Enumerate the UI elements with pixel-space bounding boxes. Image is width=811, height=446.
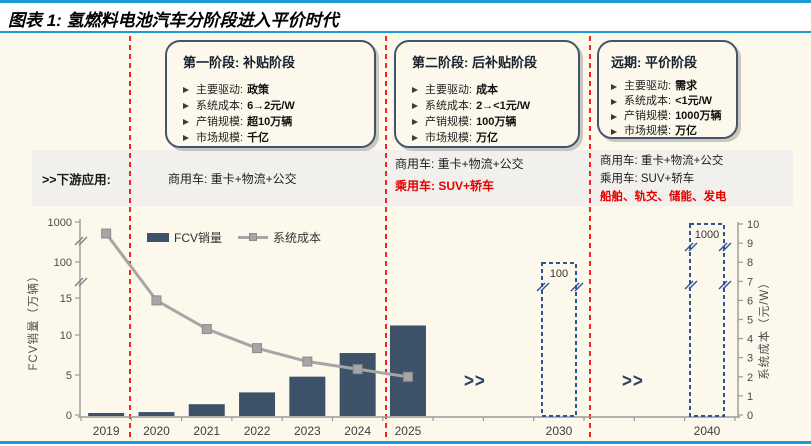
stage-divider-3 (589, 36, 591, 440)
bottom-rule (0, 441, 811, 444)
stage-divider-1 (129, 36, 131, 440)
legend-label: FCV销量 (174, 231, 223, 245)
app-line: 乘用车: SUV+轿车 (600, 173, 695, 185)
bullet-value: <1元/W (675, 95, 713, 107)
legend-item-fcv-sales: FCV销量 (147, 229, 222, 246)
bullet-value: 超10万辆 (247, 116, 293, 128)
line-swatch-icon (238, 233, 269, 241)
bullet-label: 系统成本: (196, 100, 244, 112)
bullet-value: 100万辆 (476, 116, 517, 128)
bullet-label: 产销规模: (196, 116, 244, 128)
bullet-label: 市场规模: (196, 132, 244, 144)
bullet-label: 产销规模: (425, 116, 473, 128)
bullet-value: 政策 (247, 84, 270, 96)
stage-title: 远期: 平价阶段 (611, 55, 697, 70)
stage-divider-2 (385, 36, 387, 440)
legend-label: 系统成本 (273, 231, 322, 245)
bullet-label: 产销规模: (624, 110, 672, 122)
legend-item-system-cost: 系统成本 (238, 229, 321, 246)
bullet-label: 市场规模: (624, 125, 672, 137)
arrow-right-icon (183, 87, 189, 93)
stage-bullet: 系统成本: 2→<1元/W (412, 98, 570, 114)
bullet-label: 市场规模: (425, 132, 473, 144)
bullet-value: 2→<1元/W (476, 100, 531, 112)
arrow-right-icon (611, 113, 617, 120)
bullet-value: 1000万辆 (675, 110, 722, 122)
stage-bullet: 产销规模: 1000万辆 (611, 109, 728, 124)
arrow-right-icon (412, 103, 418, 109)
top-rule (0, 0, 811, 3)
bullet-label: 系统成本: (425, 100, 473, 112)
downstream-col-stage3: 商用车: 重卡+物流+公交 乘用车: SUV+轿车 船舶、轨交、储能、发电 (600, 152, 727, 206)
downstream-label: >>下游应用: (42, 172, 111, 187)
bullet-value: 成本 (476, 84, 499, 96)
right-axis-title: 系统成本（元/W） (759, 276, 771, 380)
stage-box-3: 远期: 平价阶段 主要驱动: 需求 系统成本: <1元/W 产销规模: 1000万辆 … (597, 40, 738, 139)
stage-title: 第一阶段: 补贴阶段 (183, 55, 295, 70)
downstream-col-stage1: 商用车: 重卡+物流+公交 (168, 150, 297, 206)
stage-bullet: 产销规模: 100万辆 (412, 114, 570, 130)
stage-bullet: 主要驱动: 政策 (183, 82, 366, 98)
bullet-value: 6→2元/W (247, 100, 295, 112)
bullet-label: 系统成本: (624, 95, 672, 107)
bullet-label: 主要驱动: (624, 80, 672, 92)
bullet-value: 万亿 (675, 125, 698, 137)
page-title: 图表 1: 氢燃料电池汽车分阶段进入平价时代 (8, 11, 339, 30)
marker-swatch-icon (249, 233, 258, 241)
bullet-value: 万亿 (476, 132, 499, 144)
downstream-band (32, 150, 793, 206)
bullet-value: 需求 (675, 80, 698, 92)
app-line: 商用车: 重卡+物流+公交 (168, 171, 297, 186)
app-line: 商用车: 重卡+物流+公交 (600, 155, 724, 167)
stage-title: 第二阶段: 后补贴阶段 (412, 55, 537, 70)
arrow-right-icon (412, 119, 418, 125)
title-rule (0, 31, 811, 33)
arrow-right-icon (183, 119, 189, 125)
arrow-right-icon (611, 83, 617, 90)
bullet-label: 主要驱动: (196, 84, 244, 96)
stage-bullet: 市场规模: 万亿 (412, 130, 570, 146)
stage-bullet: 市场规模: 千亿 (183, 130, 366, 146)
stage-bullet: 系统成本: <1元/W (611, 94, 728, 109)
arrow-right-icon (412, 135, 418, 141)
downstream-col-stage2: 商用车: 重卡+物流+公交 乘用车: SUV+轿车 (395, 153, 524, 197)
stage-bullet: 主要驱动: 需求 (611, 79, 728, 94)
stage-bullet: 市场规模: 万亿 (611, 124, 728, 139)
app-line: 商用车: 重卡+物流+公交 (395, 157, 524, 171)
app-line-highlight: 乘用车: SUV+轿车 (395, 179, 495, 193)
chart-legend: FCV销量 系统成本 (147, 229, 321, 246)
fast-forward-icon: >> (622, 369, 644, 392)
arrow-right-icon (183, 103, 189, 109)
stage-box-2: 第二阶段: 后补贴阶段 主要驱动: 成本 系统成本: 2→<1元/W 产销规模: 10… (394, 40, 580, 148)
stage-bullet: 系统成本: 6→2元/W (183, 98, 366, 114)
arrow-right-icon (611, 128, 617, 135)
stage-box-1: 第一阶段: 补贴阶段 主要驱动: 政策 系统成本: 6→2元/W 产销规模: 超10万… (165, 40, 376, 148)
arrow-right-icon (412, 87, 418, 93)
bar-swatch-icon (147, 233, 169, 242)
app-line-highlight: 船舶、轨交、储能、发电 (600, 191, 727, 203)
fast-forward-icon: >> (464, 369, 486, 392)
arrow-right-icon (611, 98, 617, 105)
arrow-right-icon (183, 135, 189, 141)
bullet-label: 主要驱动: (425, 84, 473, 96)
bullet-value: 千亿 (247, 132, 270, 144)
left-axis-title: FCV销量（万辆） (28, 269, 40, 371)
stage-bullet: 产销规模: 超10万辆 (183, 114, 366, 130)
stage-bullet: 主要驱动: 成本 (412, 82, 570, 98)
